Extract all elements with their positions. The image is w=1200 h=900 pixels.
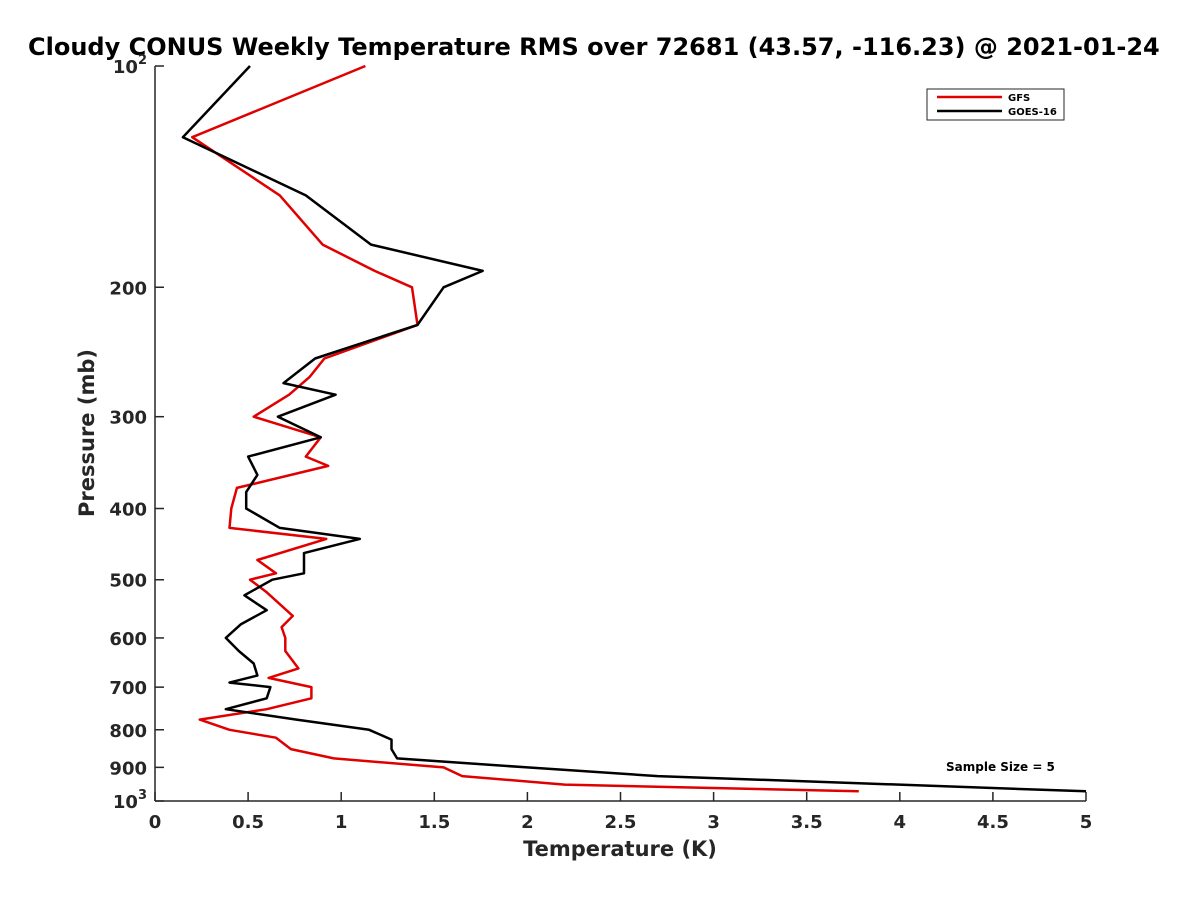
y-ticks: 102 200 300 400 500 600 700 800 900 103 <box>109 53 164 813</box>
x-ticks: 0 0.5 1 1.5 2 2.5 3 3.5 4 4.5 5 <box>149 792 1093 833</box>
plot-area: 0 0.5 1 1.5 2 2.5 3 3.5 4 4.5 5 102 200 300 400 500 600… <box>109 53 1092 833</box>
y-tick-label: 600 <box>109 629 147 650</box>
y-tick-label: 200 <box>109 278 147 299</box>
y-tick-label: 700 <box>109 678 147 699</box>
x-tick-label: 2 <box>521 812 534 833</box>
x-tick-label: 4 <box>894 812 907 833</box>
x-tick-label: 3 <box>707 812 720 833</box>
y-tick-label: 102 <box>113 53 147 78</box>
y-tick-label: 900 <box>109 758 147 779</box>
y-tick-label: 103 <box>113 788 147 813</box>
legend-label-gfs: GFS <box>1008 93 1030 104</box>
y-axis-label: Pressure (mb) <box>75 349 99 517</box>
x-tick-label: 2.5 <box>605 812 637 833</box>
x-axis-label: Temperature (K) <box>523 837 717 861</box>
x-tick-label: 0 <box>149 812 162 833</box>
series-line-goes-16 <box>181 65 1087 793</box>
sample-size-annotation: Sample Size = 5 <box>946 760 1055 774</box>
y-tick-label: 500 <box>109 571 147 592</box>
x-tick-label: 0.5 <box>232 812 264 833</box>
series-line-gfs <box>190 64 859 793</box>
x-tick-label: 3.5 <box>791 812 823 833</box>
legend: GFS GOES-16 <box>926 88 1065 121</box>
y-tick-label: 400 <box>109 500 147 521</box>
legend-box <box>926 88 1065 121</box>
y-tick-label: 800 <box>109 721 147 742</box>
y-tick-label: 300 <box>109 408 147 429</box>
series-lines <box>181 64 1087 793</box>
chart-title: Cloudy CONUS Weekly Temperature RMS over… <box>28 33 1160 61</box>
legend-label-goes16: GOES-16 <box>1008 107 1057 118</box>
x-tick-label: 1 <box>335 812 348 833</box>
x-tick-label: 5 <box>1080 812 1093 833</box>
x-tick-label: 1.5 <box>418 812 450 833</box>
x-tick-label: 4.5 <box>977 812 1009 833</box>
